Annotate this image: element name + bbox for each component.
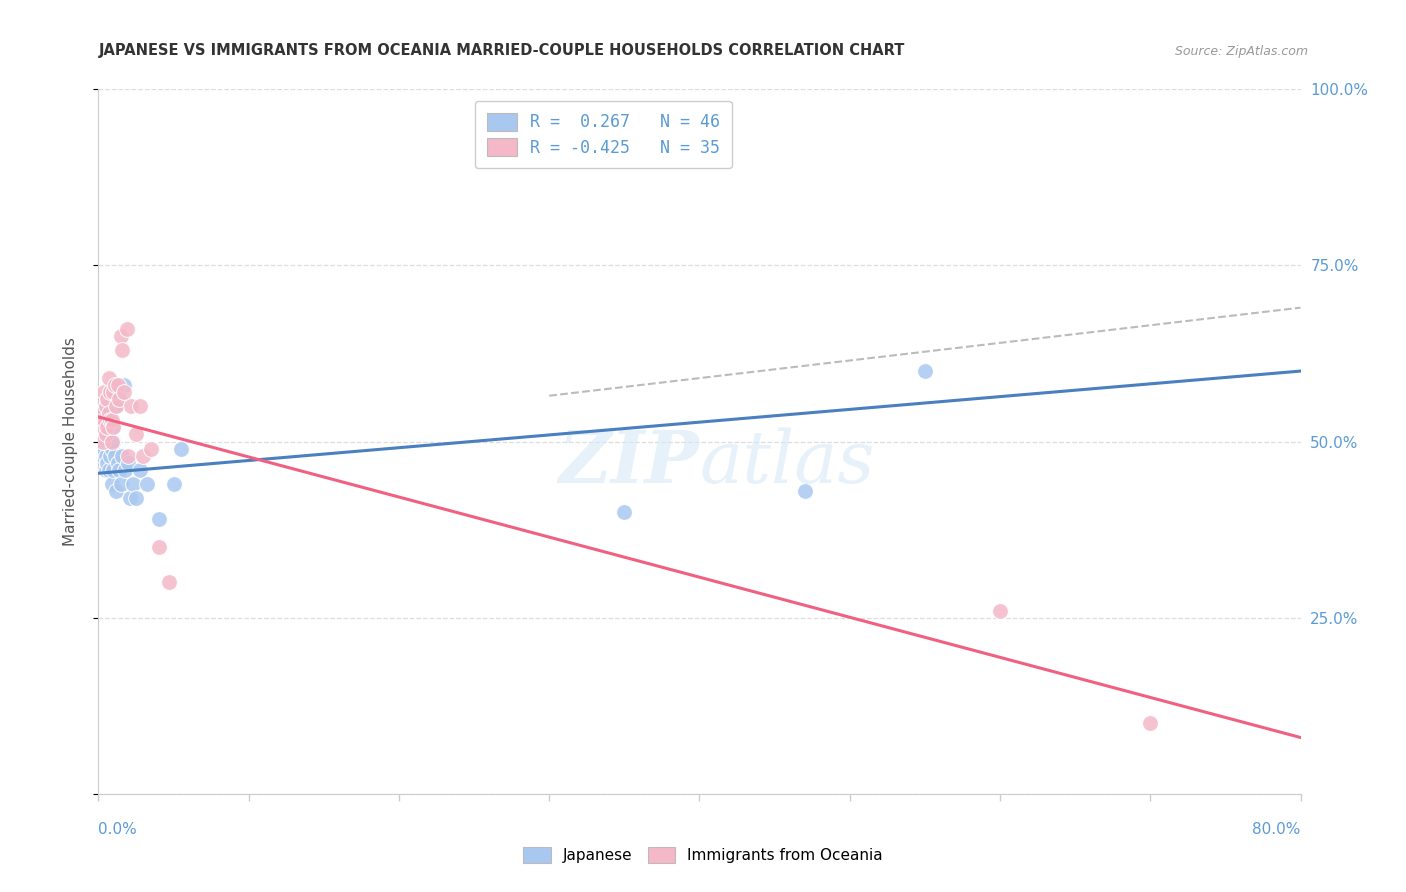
Point — [91, 427, 114, 442]
Point — [129, 399, 152, 413]
Point — [96, 434, 118, 449]
Point — [613, 505, 636, 519]
Point — [110, 328, 132, 343]
Point — [105, 399, 128, 413]
Point — [93, 442, 115, 456]
Point — [115, 322, 138, 336]
Legend: R =  0.267   N = 46, R = -0.425   N = 35: R = 0.267 N = 46, R = -0.425 N = 35 — [475, 101, 731, 169]
Point — [914, 364, 936, 378]
Point — [108, 463, 131, 477]
Point — [135, 476, 157, 491]
Point — [162, 476, 184, 491]
Point — [90, 420, 112, 434]
Point — [93, 406, 115, 420]
Point — [94, 434, 117, 449]
Point — [104, 449, 127, 463]
Point — [107, 378, 129, 392]
Point — [132, 449, 155, 463]
Point — [100, 449, 122, 463]
Point — [100, 434, 122, 449]
Point — [93, 385, 115, 400]
Point — [100, 392, 122, 407]
Point — [121, 399, 143, 413]
Point — [793, 483, 815, 498]
Point — [94, 463, 117, 477]
Point — [101, 434, 124, 449]
Y-axis label: Married-couple Households: Married-couple Households — [63, 337, 77, 546]
Text: 80.0%: 80.0% — [1253, 822, 1301, 837]
Point — [90, 434, 112, 449]
Point — [105, 483, 128, 498]
Legend: Japanese, Immigrants from Oceania: Japanese, Immigrants from Oceania — [516, 839, 890, 871]
Point — [157, 575, 180, 590]
Point — [97, 406, 120, 420]
Point — [110, 476, 132, 491]
Point — [96, 420, 118, 434]
Text: atlas: atlas — [700, 427, 875, 498]
Point — [117, 456, 139, 470]
Point — [96, 456, 118, 470]
Point — [100, 413, 122, 427]
Point — [103, 434, 125, 449]
Point — [148, 512, 170, 526]
Point — [100, 385, 122, 400]
Point — [988, 604, 1011, 618]
Point — [103, 463, 125, 477]
Point — [94, 427, 117, 442]
Point — [91, 406, 114, 420]
Point — [170, 442, 193, 456]
Point — [105, 399, 128, 413]
Point — [97, 399, 120, 413]
Point — [91, 413, 114, 427]
Point — [101, 442, 124, 456]
Point — [111, 343, 134, 357]
Point — [112, 385, 135, 400]
Point — [111, 449, 134, 463]
Point — [139, 442, 162, 456]
Point — [117, 449, 139, 463]
Point — [94, 449, 117, 463]
Point — [90, 420, 112, 434]
Point — [1139, 716, 1161, 731]
Point — [101, 413, 124, 427]
Point — [103, 420, 125, 434]
Point — [103, 385, 125, 400]
Point — [91, 434, 114, 449]
Point — [94, 399, 117, 413]
Text: Source: ZipAtlas.com: Source: ZipAtlas.com — [1174, 45, 1308, 58]
Point — [96, 392, 118, 407]
Point — [93, 413, 115, 427]
Point — [97, 371, 120, 385]
Point — [125, 427, 148, 442]
Point — [107, 456, 129, 470]
Point — [114, 463, 136, 477]
Point — [96, 413, 118, 427]
Point — [103, 420, 125, 434]
Point — [104, 378, 127, 392]
Point — [93, 427, 115, 442]
Point — [91, 449, 114, 463]
Point — [101, 476, 124, 491]
Text: ZIP: ZIP — [558, 427, 700, 498]
Point — [129, 463, 152, 477]
Point — [112, 378, 135, 392]
Text: 0.0%: 0.0% — [98, 822, 138, 837]
Point — [125, 491, 148, 505]
Point — [94, 420, 117, 434]
Point — [118, 491, 141, 505]
Point — [122, 476, 145, 491]
Point — [97, 463, 120, 477]
Text: JAPANESE VS IMMIGRANTS FROM OCEANIA MARRIED-COUPLE HOUSEHOLDS CORRELATION CHART: JAPANESE VS IMMIGRANTS FROM OCEANIA MARR… — [98, 43, 905, 58]
Point — [148, 540, 170, 554]
Point — [108, 392, 131, 407]
